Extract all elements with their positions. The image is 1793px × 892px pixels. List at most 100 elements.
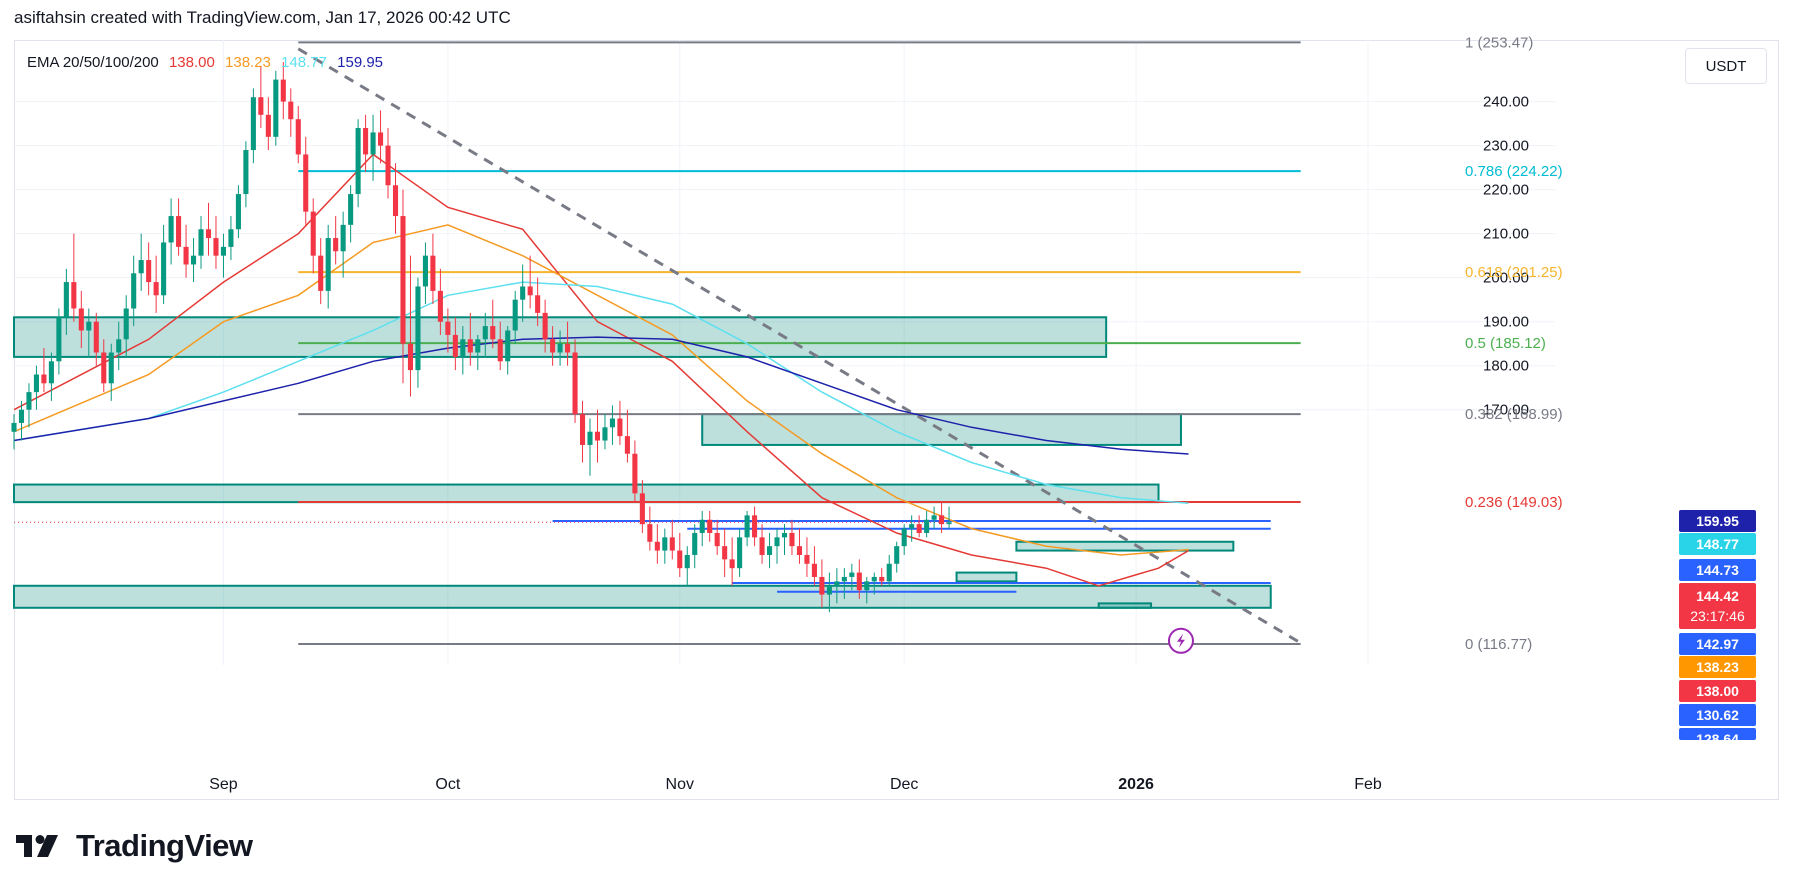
candle-body bbox=[303, 154, 309, 212]
candle-body bbox=[400, 216, 406, 344]
candle-body bbox=[834, 581, 840, 586]
candle-body bbox=[318, 255, 324, 291]
ema-20-value: 138.00 bbox=[168, 54, 215, 71]
y-tick-label: 190.00 bbox=[1483, 314, 1529, 331]
x-tick-label: Dec bbox=[890, 776, 918, 793]
candle-body bbox=[161, 242, 167, 296]
candle-body bbox=[460, 339, 466, 357]
candle-body bbox=[131, 273, 137, 309]
chart-attribution: asiftahsin created with TradingView.com,… bbox=[14, 8, 511, 27]
candle-body bbox=[26, 392, 32, 410]
candle-body bbox=[737, 537, 743, 569]
candle-body bbox=[78, 308, 84, 331]
candle-body bbox=[594, 431, 601, 441]
candle-body bbox=[288, 101, 294, 120]
candle-body bbox=[228, 229, 234, 247]
tradingview-logo[interactable]: TradingView bbox=[16, 828, 253, 864]
candle-body bbox=[609, 418, 615, 428]
candle-body bbox=[265, 114, 271, 137]
candle-body bbox=[310, 211, 316, 256]
candle-body bbox=[520, 286, 526, 300]
y-tick-label: 240.00 bbox=[1483, 94, 1529, 111]
candle-body bbox=[243, 150, 249, 195]
candle-body bbox=[370, 132, 376, 155]
currency-selector[interactable]: USDT bbox=[1685, 48, 1767, 84]
y-tick-label: 180.00 bbox=[1483, 358, 1529, 375]
candle-body bbox=[789, 532, 795, 547]
price-label: 159.95 bbox=[1679, 510, 1756, 532]
ema-line bbox=[13, 281, 1189, 504]
zone-rectangle bbox=[1015, 540, 1235, 552]
candle-body bbox=[41, 374, 47, 384]
candle-body bbox=[363, 128, 369, 155]
candle-body bbox=[385, 145, 391, 186]
candle-body bbox=[864, 581, 870, 591]
candle-body bbox=[714, 532, 720, 547]
candle-body bbox=[617, 418, 623, 437]
candle-body bbox=[123, 308, 129, 340]
fib-level-label: 0.236 (149.03) bbox=[1465, 494, 1563, 511]
candle-body bbox=[811, 563, 817, 577]
candle-body bbox=[819, 576, 825, 595]
candle-body bbox=[71, 282, 77, 309]
candle-body bbox=[565, 343, 571, 353]
candle-body bbox=[684, 554, 690, 569]
candle-body bbox=[849, 572, 855, 577]
candle-body bbox=[497, 339, 503, 362]
candle-body bbox=[505, 330, 511, 362]
candle-body bbox=[699, 519, 705, 533]
candle-body bbox=[467, 339, 473, 353]
candle-body bbox=[909, 524, 915, 529]
candle-body bbox=[108, 352, 114, 384]
fib-level-label: 0.5 (185.12) bbox=[1465, 335, 1546, 352]
ema-legend-label: EMA 20/50/100/200 bbox=[27, 54, 159, 71]
zone-rectangle bbox=[13, 483, 1160, 504]
price-label: 144.73 bbox=[1679, 559, 1756, 581]
candle-body bbox=[295, 119, 301, 155]
candle-body bbox=[213, 238, 219, 256]
candle-body bbox=[490, 326, 496, 340]
candle-body bbox=[273, 79, 279, 137]
ema-legend: EMA 20/50/100/200 138.00 138.23 148.77 1… bbox=[27, 54, 389, 71]
candle-body bbox=[93, 321, 99, 353]
candle-body bbox=[407, 343, 414, 371]
ema-50-value: 138.23 bbox=[225, 54, 271, 71]
candle-body bbox=[176, 216, 182, 247]
candle-body bbox=[325, 238, 331, 291]
candle-body bbox=[654, 541, 660, 551]
fib-level-label: 0.618 (201.25) bbox=[1465, 264, 1563, 281]
candle-body bbox=[804, 554, 810, 564]
price-label: 138.23 bbox=[1679, 656, 1756, 678]
candle-body bbox=[198, 229, 204, 256]
candle-body bbox=[871, 576, 877, 582]
candle-body bbox=[11, 422, 17, 432]
candle-body bbox=[422, 255, 428, 287]
candle-body bbox=[138, 260, 144, 274]
trendline-dashed bbox=[297, 47, 1302, 645]
candle-body bbox=[931, 515, 937, 520]
candle-body bbox=[766, 546, 773, 555]
candle-body bbox=[647, 524, 653, 542]
candle-body bbox=[250, 97, 256, 151]
candle-body bbox=[220, 246, 226, 256]
candle-body bbox=[280, 79, 286, 102]
candle-body bbox=[692, 532, 698, 555]
candle-body bbox=[841, 576, 847, 582]
y-tick-label: 210.00 bbox=[1483, 226, 1529, 243]
ema-100-value: 148.77 bbox=[281, 54, 327, 71]
lightning-icon bbox=[1176, 633, 1185, 648]
candle-body bbox=[190, 255, 197, 265]
candle-body bbox=[333, 238, 339, 252]
y-tick-label: 230.00 bbox=[1483, 138, 1529, 155]
price-label: 144.42 23:17:46 bbox=[1679, 583, 1756, 629]
candle-body bbox=[482, 326, 488, 340]
candle-body bbox=[572, 352, 578, 415]
fib-level-label: 1 (253.47) bbox=[1465, 34, 1533, 51]
ema-line bbox=[13, 224, 1189, 556]
candle-body bbox=[639, 493, 645, 525]
candle-body bbox=[729, 559, 735, 569]
price-label: 130.62 bbox=[1679, 704, 1756, 726]
candle-body bbox=[475, 339, 481, 353]
candle-body bbox=[56, 317, 62, 362]
